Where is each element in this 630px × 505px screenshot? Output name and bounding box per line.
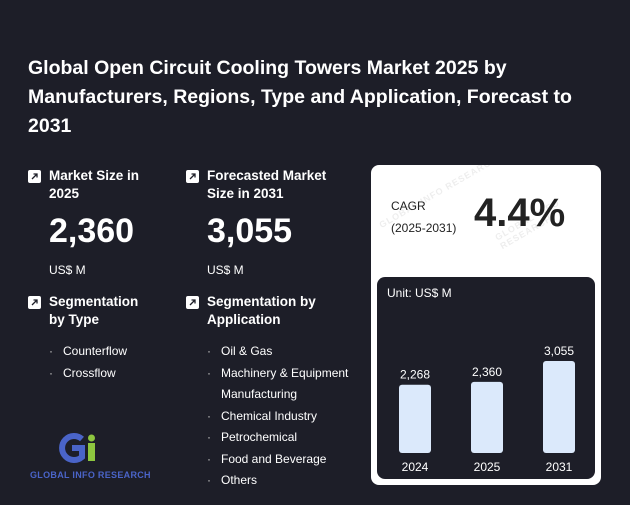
chart-unit-label: Unit: US$ M [387,286,452,300]
logo-text: GLOBAL INFO RESEARCH [30,470,151,480]
list-item: Petrochemical [207,427,356,449]
arrow-up-right-icon [186,170,199,183]
market-size-unit: US$ M [49,263,86,277]
cagr-chart-card: GLOBAL INFO RESEARCH GLOBAL INFO RESEARC… [371,165,601,485]
segmentation-type-block: Segmentation by Type Counterflow Crossfl… [28,293,178,384]
x-tick-label-2031: 2031 [546,460,573,474]
bar-2024 [399,384,431,453]
market-size-value: 2,360 [49,212,135,250]
list-item: Chemical Industry [207,406,356,428]
forecast-size-unit: US$ M [207,263,244,277]
bar-2025 [471,381,503,453]
bar-chart: 2,268 2024 2,360 2025 3,055 2031 [399,344,575,474]
list-item: Food and Beverage [207,449,356,471]
data-label-2025: 2,360 [472,365,502,379]
forecast-size-block: Forecasted Market Size in 2031 3,055 US$… [186,167,356,277]
x-tick-label-2025: 2025 [474,460,501,474]
market-size-label: Market Size in 2025 [49,168,140,201]
arrow-up-right-icon [28,170,41,183]
cagr-value: 4.4% [474,191,566,235]
x-tick-label-2024: 2024 [402,460,429,474]
list-item: Counterflow [49,341,178,363]
cagr-label: CAGR (2025-2031) [391,199,457,235]
page-title: Global Open Circuit Cooling Towers Marke… [28,57,572,137]
forecast-size-label: Forecasted Market Size in 2031 [207,168,327,201]
arrow-up-right-icon [186,296,199,309]
gi-logo-icon [59,433,95,463]
segmentation-application-label: Segmentation by Application [207,294,316,327]
company-logo: GLOBAL INFO RESEARCH [30,433,151,480]
list-item: Crossflow [49,363,178,385]
data-label-2031: 3,055 [544,344,574,358]
list-item: Machinery & Equipment Manufacturing [207,363,356,406]
arrow-up-right-icon [28,296,41,309]
list-item: Oil & Gas [207,341,356,363]
market-size-block: Market Size in 2025 2,360 US$ M [28,167,178,277]
data-label-2024: 2,268 [400,368,430,382]
bar-chart-panel: Unit: US$ M 2,268 2024 2,360 2025 3,055 2031 [377,277,595,479]
segmentation-application-block: Segmentation by Application Oil & Gas Ma… [186,293,366,492]
bar-2031 [543,361,575,453]
forecast-size-value: 3,055 [207,212,293,250]
segmentation-type-label: Segmentation by Type [49,294,139,327]
list-item: Others [207,470,356,492]
